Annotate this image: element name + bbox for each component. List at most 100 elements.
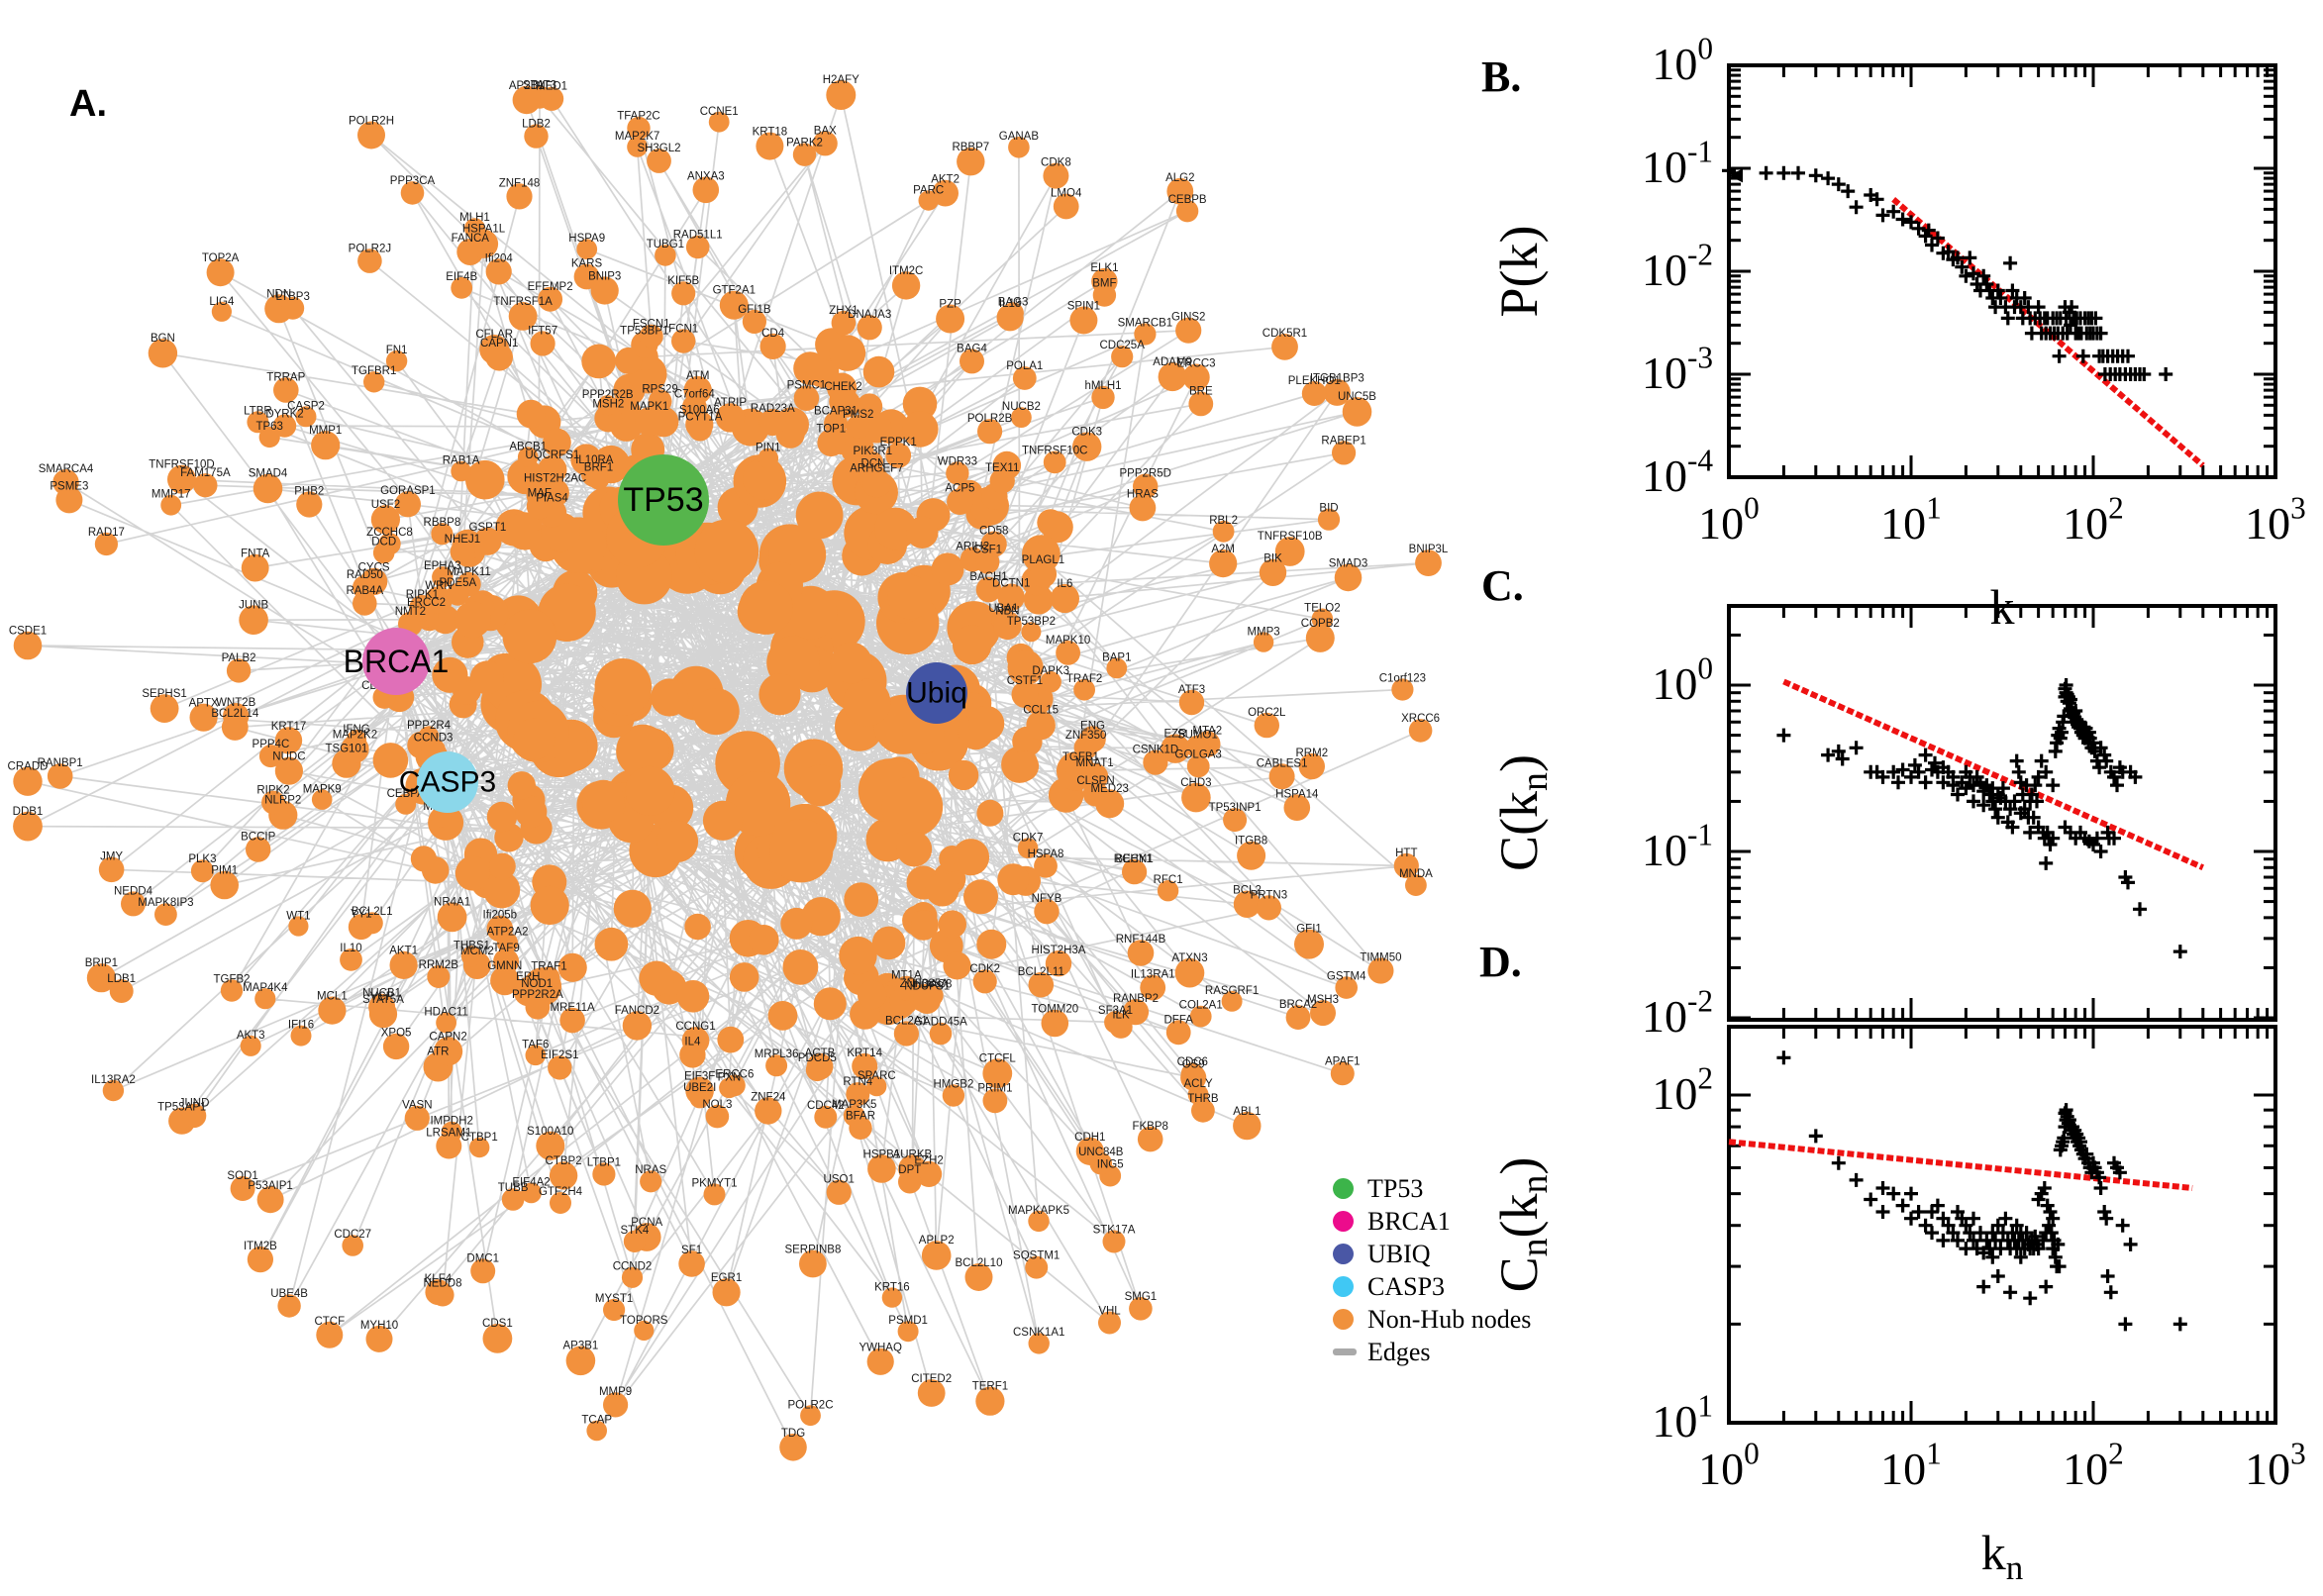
non-hub-node xyxy=(98,856,125,883)
svg-text:EGR1: EGR1 xyxy=(711,1272,742,1284)
non-hub-node xyxy=(1034,899,1060,925)
non-hub-node xyxy=(240,1035,261,1056)
svg-text:PARK2: PARK2 xyxy=(786,138,823,150)
non-hub-node xyxy=(576,239,598,260)
svg-text:PHB2: PHB2 xyxy=(294,485,324,497)
svg-text:TAF6: TAF6 xyxy=(522,1040,549,1051)
non-hub-node xyxy=(167,464,196,494)
svg-text:ZNF385A: ZNF385A xyxy=(900,978,950,990)
non-hub-node xyxy=(1065,757,1096,787)
node-swatch-icon xyxy=(1333,1244,1354,1264)
svg-text:TELO2: TELO2 xyxy=(1304,603,1340,615)
panel-d-label: D. xyxy=(1479,938,1522,986)
svg-text:PIK3R1: PIK3R1 xyxy=(853,446,892,457)
non-hub-node xyxy=(1127,940,1155,966)
non-hub-node xyxy=(454,855,490,891)
network-legend: TP53 BRCA1 UBIQ CASP3 Non-Hub nodes Edges xyxy=(1333,1172,1531,1368)
svg-text:TFAP2C: TFAP2C xyxy=(617,111,659,123)
non-hub-node xyxy=(1298,752,1326,780)
svg-text:PCNA: PCNA xyxy=(631,1217,662,1229)
svg-text:CDK7: CDK7 xyxy=(1013,832,1044,844)
non-hub-node xyxy=(226,658,252,683)
svg-text:PPP2R2B: PPP2R2B xyxy=(582,389,634,401)
non-hub-node xyxy=(830,642,872,684)
svg-text:KRT14: KRT14 xyxy=(847,1047,882,1059)
non-hub-node xyxy=(712,1278,741,1307)
svg-text:MAPK1: MAPK1 xyxy=(630,401,668,413)
svg-text:RCHY1: RCHY1 xyxy=(1114,853,1153,865)
svg-text:TUBB: TUBB xyxy=(498,1182,529,1194)
non-hub-node xyxy=(982,1058,1013,1089)
svg-text:RASGRF1: RASGRF1 xyxy=(1205,985,1259,997)
non-hub-node xyxy=(256,1186,284,1214)
non-hub-node xyxy=(925,872,960,907)
svg-text:FKBP8: FKBP8 xyxy=(1132,1121,1167,1133)
svg-text:CRADD: CRADD xyxy=(8,761,49,773)
svg-text:EZR: EZR xyxy=(1164,728,1187,740)
svg-text:NLRP2: NLRP2 xyxy=(264,795,301,807)
svg-text:ERCC3: ERCC3 xyxy=(1177,358,1216,370)
svg-text:AURKB: AURKB xyxy=(893,1148,933,1160)
non-hub-node xyxy=(597,395,618,416)
non-hub-node xyxy=(782,949,819,985)
svg-text:BIK: BIK xyxy=(1263,553,1282,565)
non-hub-node xyxy=(1310,1000,1336,1027)
non-hub-node xyxy=(258,426,280,449)
svg-text:PSMD1: PSMD1 xyxy=(888,1315,928,1327)
svg-text:PPP4C: PPP4C xyxy=(252,739,290,750)
hub-nodes: TP53 BRCA1 Ubiq CASP3 xyxy=(344,454,967,813)
svg-text:ARIH2: ARIH2 xyxy=(956,542,989,553)
svg-text:100: 100 xyxy=(1652,31,1713,89)
svg-text:102: 102 xyxy=(1652,1060,1713,1119)
non-hub-node xyxy=(831,310,857,336)
legend-item-tp53: TP53 xyxy=(1333,1172,1531,1205)
svg-text:RIPK2: RIPK2 xyxy=(256,785,289,797)
svg-text:MAPKAPK5: MAPKAPK5 xyxy=(1008,1205,1069,1217)
non-hub-node xyxy=(1254,712,1280,739)
non-hub-node xyxy=(897,1321,919,1343)
svg-text:UBE4B: UBE4B xyxy=(270,1288,308,1300)
non-hub-node xyxy=(150,694,179,723)
non-hub-node xyxy=(1175,317,1202,344)
non-hub-node xyxy=(1335,976,1358,999)
svg-text:CDC42: CDC42 xyxy=(807,1100,845,1112)
svg-text:BRF1: BRF1 xyxy=(584,462,613,474)
non-hub-node xyxy=(917,1379,946,1407)
non-hub-node xyxy=(1028,971,1055,998)
svg-text:ILK: ILK xyxy=(1112,1010,1130,1022)
svg-text:MMP3: MMP3 xyxy=(1247,627,1279,639)
hub-node-Ubiq xyxy=(906,662,967,724)
svg-text:SMG1: SMG1 xyxy=(1125,1291,1158,1303)
svg-text:YY1: YY1 xyxy=(351,908,372,920)
svg-text:RNF144B: RNF144B xyxy=(1116,934,1166,946)
non-hub-node xyxy=(795,491,844,540)
non-hub-node xyxy=(1082,781,1109,807)
svg-text:BCAP31: BCAP31 xyxy=(814,406,858,418)
svg-text:TRAF2: TRAF2 xyxy=(1066,673,1102,685)
non-hub-node xyxy=(470,1258,496,1284)
non-hub-node xyxy=(891,271,921,300)
svg-text:CDS1: CDS1 xyxy=(482,1318,513,1330)
non-hub-node xyxy=(1021,622,1042,643)
non-hub-node xyxy=(769,819,834,883)
non-hub-node xyxy=(1040,671,1061,693)
non-hub-node xyxy=(1174,957,1205,988)
non-hub-node xyxy=(1111,346,1134,368)
svg-text:PARC: PARC xyxy=(913,184,944,196)
svg-text:HRAS: HRAS xyxy=(1127,489,1159,501)
non-hub-node xyxy=(1011,407,1032,428)
svg-text:GADD45A: GADD45A xyxy=(914,1017,967,1029)
non-hub-node xyxy=(469,1137,490,1158)
legend-item-edges: Edges xyxy=(1333,1336,1531,1368)
legend-label: BRCA1 xyxy=(1367,1206,1451,1236)
svg-text:100: 100 xyxy=(1698,490,1760,549)
svg-text:ERH: ERH xyxy=(516,971,540,983)
svg-text:PIAS4: PIAS4 xyxy=(536,492,568,504)
non-hub-node xyxy=(975,576,1002,603)
non-hub-node xyxy=(247,1247,273,1273)
svg-text:DDB1: DDB1 xyxy=(13,806,44,818)
svg-text:PLAGL1: PLAGL1 xyxy=(1022,554,1064,566)
non-hub-node xyxy=(357,249,382,273)
svg-text:AKT2: AKT2 xyxy=(931,174,960,186)
non-hub-node xyxy=(1043,162,1069,189)
